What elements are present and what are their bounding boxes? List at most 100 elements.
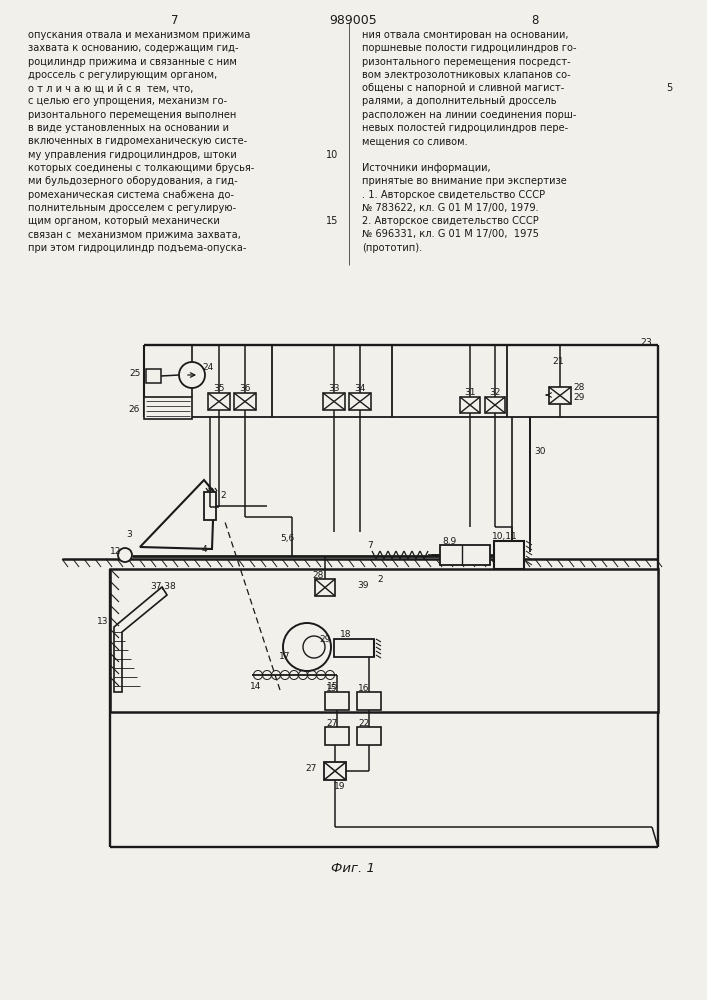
Text: му управления гидроцилиндров, штоки: му управления гидроцилиндров, штоки (28, 150, 237, 160)
Text: 23: 23 (640, 338, 652, 347)
Text: 35: 35 (214, 384, 225, 393)
Bar (349, 393, 371, 410)
Text: расположен на линии соединения порш-: расположен на линии соединения порш- (362, 110, 576, 120)
Text: 36: 36 (239, 384, 251, 393)
Text: мещения со сливом.: мещения со сливом. (362, 136, 468, 146)
Bar (323, 393, 345, 410)
Text: 24: 24 (202, 363, 214, 372)
Bar (325, 692, 349, 710)
Text: 5: 5 (666, 83, 672, 93)
Text: 10,11: 10,11 (492, 532, 518, 541)
Bar (494, 541, 524, 569)
Text: 8: 8 (532, 14, 539, 27)
Text: 12: 12 (110, 547, 122, 556)
Bar (208, 393, 230, 410)
Text: 5,6: 5,6 (280, 534, 294, 543)
Text: роцилиндр прижима и связанные с ним: роцилиндр прижима и связанные с ним (28, 57, 237, 67)
Text: дроссель с регулирующим органом,: дроссель с регулирующим органом, (28, 70, 217, 80)
Text: 2. Авторское свидетельство СССР: 2. Авторское свидетельство СССР (362, 216, 539, 226)
Circle shape (179, 362, 205, 388)
Text: 14: 14 (250, 682, 262, 691)
Text: 13: 13 (97, 617, 108, 626)
Text: о т л и ч а ю щ и й с я  тем, что,: о т л и ч а ю щ и й с я тем, что, (28, 83, 194, 93)
Text: 17: 17 (279, 652, 291, 661)
Text: поршневые полости гидроцилиндров го-: поршневые полости гидроцилиндров го- (362, 43, 577, 53)
Text: 18: 18 (340, 630, 351, 639)
Bar (485, 397, 505, 413)
Bar (549, 387, 571, 404)
Text: ризонтального перемещения выполнен: ризонтального перемещения выполнен (28, 110, 236, 120)
Text: 34: 34 (354, 384, 366, 393)
Text: опускания отвала и механизмом прижима: опускания отвала и механизмом прижима (28, 30, 250, 40)
Bar (144, 397, 192, 419)
Text: . 1. Авторское свидетельство СССР: . 1. Авторское свидетельство СССР (362, 190, 545, 200)
Text: захвата к основанию, содержащим гид-: захвата к основанию, содержащим гид- (28, 43, 239, 53)
Text: 26: 26 (128, 405, 139, 414)
Text: которых соединены с толкающими брусья-: которых соединены с толкающими брусья- (28, 163, 255, 173)
Text: 16: 16 (358, 684, 370, 693)
Text: невых полостей гидроцилиндров пере-: невых полостей гидроцилиндров пере- (362, 123, 568, 133)
Text: 33: 33 (328, 384, 340, 393)
Bar (357, 692, 381, 710)
Text: (прототип).: (прототип). (362, 243, 422, 253)
Bar (440, 545, 490, 565)
Text: включенных в гидромеханическую систе-: включенных в гидромеханическую систе- (28, 136, 247, 146)
Text: 19: 19 (334, 782, 346, 791)
Bar (334, 639, 374, 657)
Text: с целью его упрощения, механизм го-: с целью его упрощения, механизм го- (28, 97, 227, 106)
Bar (325, 727, 349, 745)
Text: 39: 39 (357, 581, 368, 590)
Text: щим органом, который механически: щим органом, который механически (28, 216, 220, 226)
Text: 27: 27 (326, 719, 337, 728)
Text: 1: 1 (206, 484, 212, 493)
Text: 2: 2 (220, 491, 226, 500)
Text: 28: 28 (312, 571, 323, 580)
Text: связан с  механизмом прижима захвата,: связан с механизмом прижима захвата, (28, 230, 241, 239)
Text: 8,9: 8,9 (442, 537, 456, 546)
Text: вом электрозолотниковых клапанов со-: вом электрозолотниковых клапанов со- (362, 70, 571, 80)
Text: 29: 29 (319, 635, 330, 644)
Circle shape (303, 636, 325, 658)
Text: 32: 32 (489, 388, 501, 397)
Text: принятые во внимание при экспертизе: принятые во внимание при экспертизе (362, 176, 567, 186)
Text: при этом гидроцилиндр подъема-опуска-: при этом гидроцилиндр подъема-опуска- (28, 243, 247, 253)
Text: 3: 3 (126, 530, 132, 539)
Text: 10: 10 (326, 150, 338, 160)
Circle shape (283, 623, 331, 671)
Text: Источники информации,: Источники информации, (362, 163, 491, 173)
Text: 21: 21 (552, 357, 563, 366)
Text: 30: 30 (534, 447, 546, 456)
Text: 15: 15 (326, 684, 337, 693)
Text: 7: 7 (171, 14, 179, 27)
Text: полнительным дросселем с регулирую-: полнительным дросселем с регулирую- (28, 203, 236, 213)
Text: ния отвала смонтирован на основании,: ния отвала смонтирован на основании, (362, 30, 568, 40)
Bar (315, 579, 335, 596)
Text: 22: 22 (358, 719, 369, 728)
Text: Фиг. 1: Фиг. 1 (331, 862, 375, 875)
Bar (460, 397, 480, 413)
Text: 7: 7 (367, 541, 373, 550)
Text: общены с напорной и сливной магист-: общены с напорной и сливной магист- (362, 83, 564, 93)
Text: 37,38: 37,38 (150, 582, 176, 591)
Text: 15: 15 (327, 682, 339, 691)
Text: 31: 31 (464, 388, 476, 397)
Text: в виде установленных на основании и: в виде установленных на основании и (28, 123, 229, 133)
Text: № 783622, кл. G 01 M 17/00, 1979.: № 783622, кл. G 01 M 17/00, 1979. (362, 203, 539, 213)
Text: 4: 4 (202, 545, 208, 554)
Text: 28: 28 (573, 383, 585, 392)
Text: ралями, а дополнительный дроссель: ралями, а дополнительный дроссель (362, 97, 556, 106)
Bar (204, 492, 216, 520)
Bar (110, 569, 658, 712)
Text: 989005: 989005 (329, 14, 377, 27)
Text: 2: 2 (377, 575, 382, 584)
Text: 29: 29 (573, 393, 585, 402)
Circle shape (118, 548, 132, 562)
Bar (324, 762, 346, 780)
Bar (146, 369, 161, 383)
Text: 27: 27 (305, 764, 316, 773)
Text: ми бульдозерного оборудования, а гид-: ми бульдозерного оборудования, а гид- (28, 176, 238, 186)
Text: ризонтального перемещения посредст-: ризонтального перемещения посредст- (362, 57, 571, 67)
Text: 15: 15 (326, 216, 338, 226)
Text: № 696331, кл. G 01 M 17/00,  1975: № 696331, кл. G 01 M 17/00, 1975 (362, 230, 539, 239)
Bar (357, 727, 381, 745)
